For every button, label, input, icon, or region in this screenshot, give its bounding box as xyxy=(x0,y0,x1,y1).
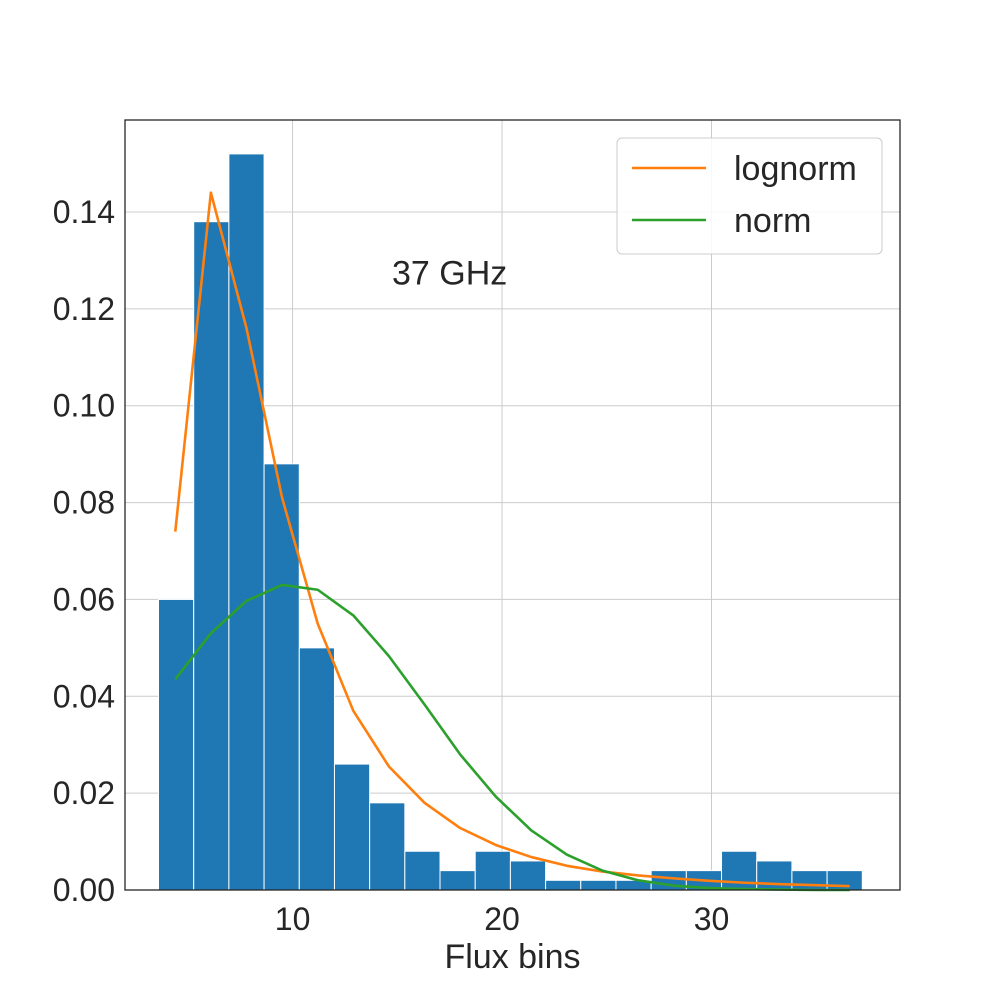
histogram-bar xyxy=(228,153,265,891)
lognorm-legend-label: lognorm xyxy=(734,150,857,188)
frequency-annotation: 37 GHz xyxy=(392,255,507,293)
y-tick-label: 0.02 xyxy=(53,775,115,811)
y-tick-label: 0.14 xyxy=(53,194,115,230)
y-tick-labels: 0.00 0.02 0.04 0.06 0.08 0.10 0.12 0.14 xyxy=(53,194,115,908)
histogram-bar xyxy=(193,221,230,891)
plot-frame xyxy=(124,119,901,891)
histogram-bar xyxy=(369,802,406,891)
histogram-bar xyxy=(580,879,617,891)
x-tick-labels: 10 20 30 xyxy=(275,901,730,937)
histogram-bar xyxy=(404,850,441,891)
x-tick-label: 10 xyxy=(275,901,311,937)
histogram-bar xyxy=(263,463,300,891)
histogram-bar xyxy=(439,870,476,891)
x-tick-label: 30 xyxy=(694,901,730,937)
y-tick-label: 0.08 xyxy=(53,485,115,521)
x-tick-label: 20 xyxy=(484,901,520,937)
histogram-bar xyxy=(791,870,828,891)
histogram-bar xyxy=(545,879,582,891)
histogram-bars xyxy=(158,153,863,891)
norm-legend-label: norm xyxy=(734,202,811,240)
fit-lines xyxy=(173,191,850,892)
legend: lognorm norm xyxy=(616,137,883,255)
y-tick-label: 0.12 xyxy=(53,291,115,327)
histogram-bar xyxy=(158,598,195,891)
histogram-bar xyxy=(474,850,511,891)
norm-fit-line xyxy=(174,583,850,892)
histogram-bar xyxy=(509,860,547,891)
y-tick-label: 0.06 xyxy=(53,581,115,617)
x-axis-label: Flux bins xyxy=(444,938,580,976)
y-tick-label: 0.04 xyxy=(53,678,115,714)
histogram-bar xyxy=(298,647,335,891)
y-tick-label: 0.10 xyxy=(53,388,115,424)
y-tick-label: 0.00 xyxy=(53,872,115,908)
histogram-bar xyxy=(333,763,371,891)
lognorm-fit-line xyxy=(173,191,850,888)
